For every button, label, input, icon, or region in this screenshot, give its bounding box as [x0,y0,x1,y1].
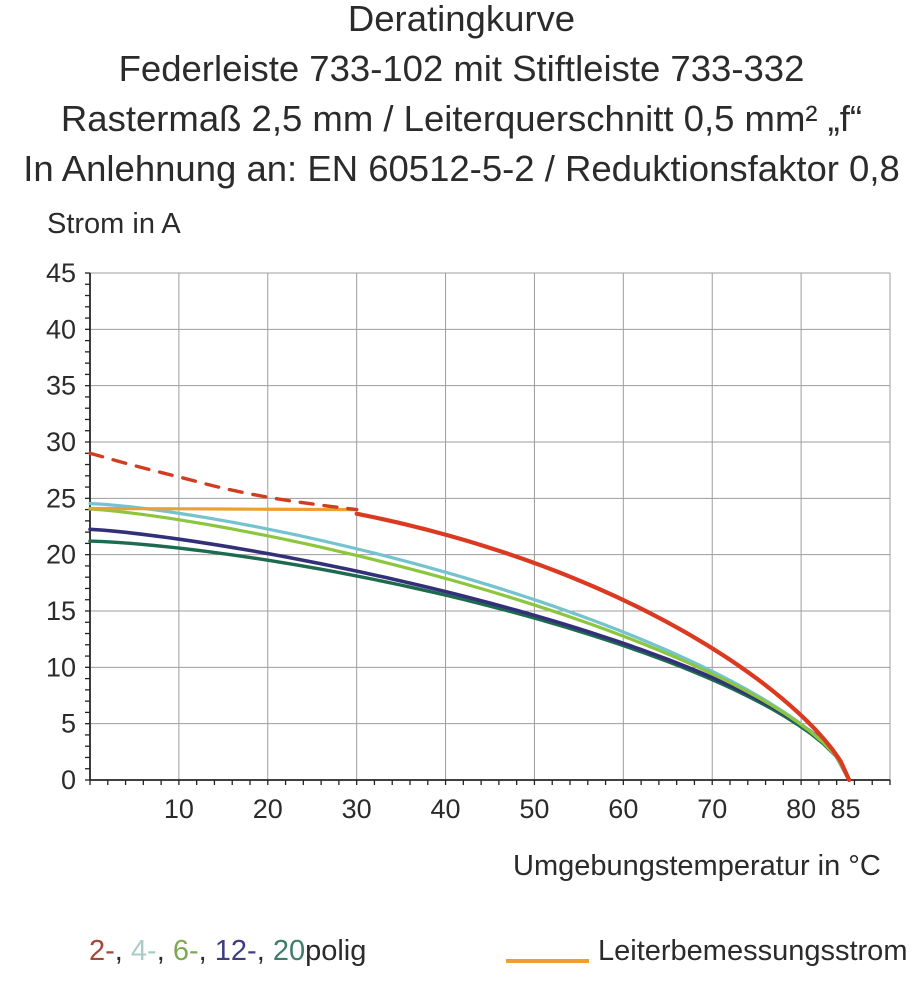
svg-text:20: 20 [46,540,76,570]
svg-text:0: 0 [61,765,76,795]
svg-text:15: 15 [46,596,76,626]
svg-text:30: 30 [342,794,372,824]
svg-text:40: 40 [46,314,76,344]
svg-text:20: 20 [253,794,283,824]
svg-text:45: 45 [46,258,76,288]
svg-text:30: 30 [46,427,76,457]
svg-text:50: 50 [519,794,549,824]
svg-text:80: 80 [786,794,816,824]
svg-text:85: 85 [831,794,861,824]
svg-text:5: 5 [61,709,76,739]
svg-text:60: 60 [608,794,638,824]
svg-text:40: 40 [431,794,461,824]
svg-text:70: 70 [697,794,727,824]
svg-text:35: 35 [46,371,76,401]
svg-text:10: 10 [46,652,76,682]
svg-text:10: 10 [164,794,194,824]
svg-text:25: 25 [46,483,76,513]
